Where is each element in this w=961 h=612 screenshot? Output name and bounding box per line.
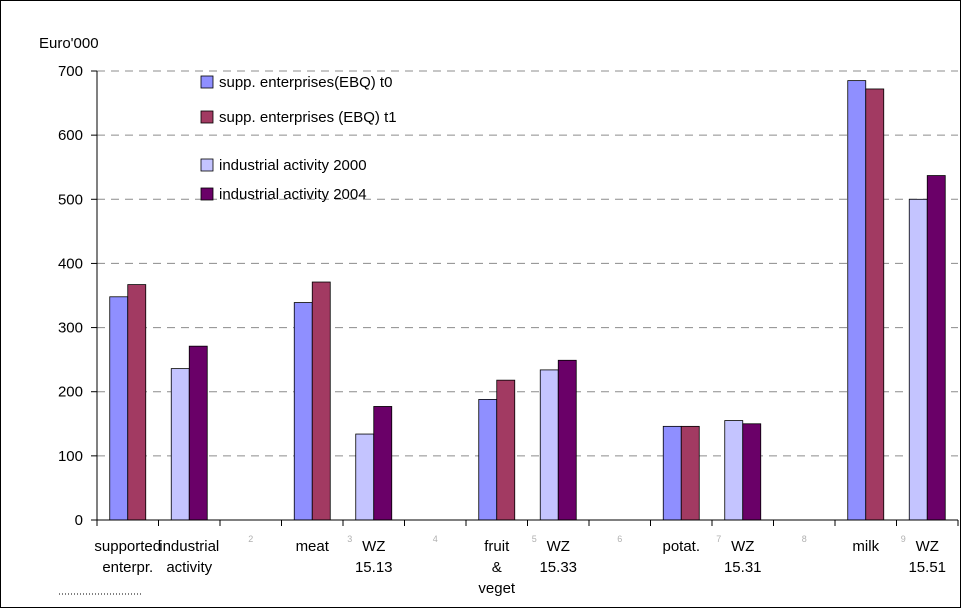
- x-category-label: 15.31: [724, 559, 762, 576]
- x-category-index: 4: [433, 534, 438, 544]
- x-category-index: 7: [716, 534, 721, 544]
- x-category-label: activity: [166, 559, 212, 576]
- legend-label: industrial activity 2004: [219, 186, 367, 203]
- x-category-label: enterpr.: [102, 559, 153, 576]
- bar: [908, 198, 928, 521]
- bar: [926, 175, 946, 521]
- x-category-labels: supported enterpr. industrial activity 2 meat…: [94, 534, 946, 597]
- bar: [496, 379, 516, 521]
- x-category-label: veget: [478, 580, 516, 597]
- x-category-label: WZ: [916, 538, 939, 555]
- bar: [188, 345, 208, 521]
- x-category-label: WZ: [547, 538, 570, 555]
- bar: [109, 296, 129, 521]
- legend-swatch: [200, 158, 214, 172]
- bar: [478, 399, 498, 521]
- x-category-label: WZ: [362, 538, 385, 555]
- bar: [742, 423, 762, 521]
- x-category-index: 6: [617, 534, 622, 544]
- bar: [293, 302, 313, 521]
- x-category-label: &: [492, 559, 502, 576]
- bar: [311, 281, 331, 521]
- y-tick-label: 700: [58, 63, 83, 80]
- x-category-index: 3: [347, 534, 352, 544]
- x-category-label: meat: [296, 538, 330, 555]
- axes: [91, 70, 959, 526]
- bar: [724, 420, 744, 521]
- x-category-index: 2: [248, 534, 253, 544]
- legend: supp. enterprises(EBQ) t0 supp. enterpris…: [200, 74, 397, 203]
- x-category-index: 8: [802, 534, 807, 544]
- x-category-label: 15.51: [908, 559, 946, 576]
- bar: [680, 425, 700, 521]
- y-tick-label: 200: [58, 384, 83, 401]
- y-tick-label: 400: [58, 255, 83, 272]
- legend-label: industrial activity 2000: [219, 157, 367, 174]
- x-category-label: fruit: [484, 538, 510, 555]
- x-category-index: 5: [532, 534, 537, 544]
- legend-label: supp. enterprises(EBQ) t0: [219, 74, 392, 91]
- bar: [127, 284, 147, 521]
- x-category-label: supported: [94, 538, 161, 555]
- bar: [170, 368, 190, 521]
- x-category-label: 15.13: [355, 559, 393, 576]
- bar: [557, 359, 577, 521]
- x-category-label: industrial: [159, 538, 219, 555]
- legend-swatch: [200, 187, 214, 201]
- bar: [847, 80, 867, 521]
- x-category-index: 9: [901, 534, 906, 544]
- y-tick-label: 300: [58, 320, 83, 337]
- x-category-label: WZ: [731, 538, 754, 555]
- bars: [109, 80, 946, 521]
- bar: [355, 433, 375, 521]
- y-axis-label: Euro'000: [39, 35, 99, 52]
- gridlines: [97, 70, 958, 457]
- y-tick-label: 100: [58, 448, 83, 465]
- legend-swatch: [200, 110, 214, 124]
- bar: [539, 369, 559, 521]
- x-category-label: milk: [852, 538, 879, 555]
- x-category-label: 15.33: [539, 559, 577, 576]
- bar: [662, 425, 682, 521]
- legend-label: supp. enterprises (EBQ) t1: [219, 109, 397, 126]
- y-tick-labels: 0 100 200 300 400 500 600 700: [58, 63, 83, 529]
- y-tick-label: 600: [58, 127, 83, 144]
- y-tick-label: 0: [75, 512, 83, 529]
- bar: [373, 406, 393, 521]
- x-category-label: potat.: [662, 538, 700, 555]
- bar: [865, 88, 885, 521]
- legend-swatch: [200, 75, 214, 89]
- y-tick-label: 500: [58, 191, 83, 208]
